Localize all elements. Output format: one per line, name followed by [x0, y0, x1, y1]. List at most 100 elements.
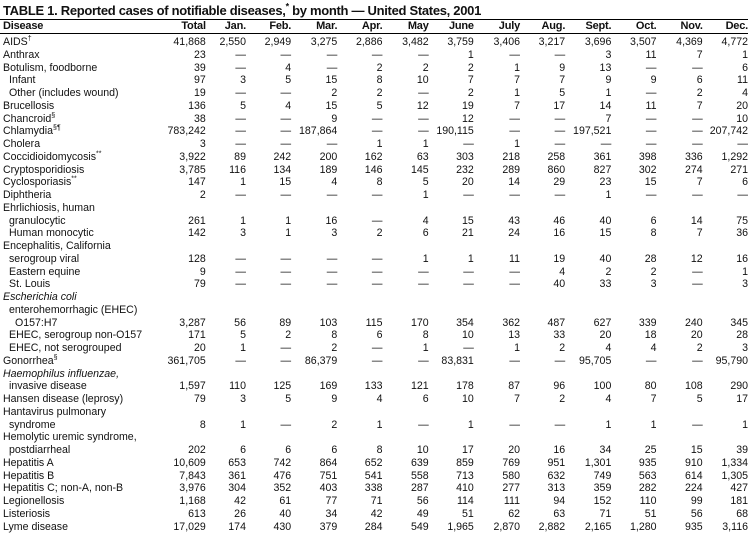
month-cell: 5	[376, 99, 383, 112]
title-footnote-marker: *	[285, 1, 290, 12]
month-cell: —	[235, 265, 246, 278]
disease-label: Hepatitis B	[3, 469, 55, 482]
month-cell: 39	[736, 444, 748, 456]
table-row: invasive disease 1,597 110 125 169 133 121 178 8…	[0, 380, 748, 393]
diseases-by-month-table: Disease Total Jan. Feb. Mar. Apr. May June July A…	[0, 19, 748, 533]
month-cell	[429, 304, 474, 317]
disease-label: Anthrax	[3, 48, 40, 61]
month-cell	[474, 406, 520, 419]
month-cell: 4	[285, 99, 292, 112]
month-cell: 96	[553, 380, 566, 393]
month-cell: 271	[730, 163, 748, 176]
month-cell: —	[509, 418, 520, 431]
month-cell	[291, 431, 337, 444]
month-cell: —	[280, 112, 292, 125]
month-cell	[382, 368, 428, 381]
disease-name: Human monocytic	[0, 227, 158, 240]
month-cell: 190,115	[436, 125, 474, 138]
month-cell: 827	[593, 163, 612, 176]
month-cell: 1	[240, 176, 246, 189]
month-cell	[429, 431, 474, 444]
table-row: Human monocytic 142 3 1 3 2 6 21 24 16 15 8 7 36	[0, 227, 748, 240]
total-cell: 1,597	[179, 380, 206, 393]
total-cell	[158, 202, 206, 215]
month-cell: —	[509, 112, 520, 125]
month-cell: 403	[319, 482, 338, 495]
month-cell: 7	[514, 74, 520, 87]
disease-label: Botulism, foodborne	[3, 61, 98, 74]
total-cell: 361,705	[167, 354, 206, 367]
month-cell: 287	[410, 482, 429, 495]
disease-label: Hantavirus pulmonary	[3, 405, 107, 418]
month-cell: —	[692, 354, 703, 367]
month-cell	[429, 240, 474, 253]
month-cell: —	[418, 418, 429, 431]
month-cell: 339	[638, 316, 657, 329]
month-cell: —	[463, 278, 474, 291]
disease-name: Cyclosporiasis**	[0, 176, 158, 189]
month-cell: 1,280	[630, 520, 657, 533]
month-cell: 94	[553, 495, 566, 507]
month-cell: 1	[422, 252, 429, 265]
month-cell: —	[235, 138, 246, 150]
month-cell: —	[418, 125, 429, 138]
month-cell: 16	[553, 227, 566, 240]
disease-label: O157:H7	[15, 316, 58, 329]
month-cell: —	[326, 48, 338, 61]
month-cell: 4,369	[676, 36, 703, 48]
total-cell: 136	[188, 99, 206, 112]
disease-name: Hepatitis B	[0, 470, 158, 483]
month-cell: 345	[730, 316, 748, 329]
month-cell: 4	[422, 214, 429, 227]
month-cell: 114	[456, 495, 474, 507]
month-cell: 1	[514, 61, 520, 74]
table-row: Chancroid§ 38 — — 9 — — 12 — — 7 — — 10	[0, 111, 748, 126]
month-cell	[291, 368, 337, 381]
month-cell: —	[371, 125, 383, 138]
month-cell: —	[371, 48, 383, 61]
month-cell: —	[463, 265, 474, 278]
month-cell: 16	[736, 252, 748, 265]
total-cell: 783,242	[167, 125, 206, 138]
month-cell: 42	[370, 507, 383, 520]
table-row: Listeriosis 613 26 40 34 42 49 51 62 63 71 51 56 68	[0, 508, 748, 521]
total-cell: 39	[194, 61, 206, 74]
footnote-marker: §	[51, 111, 56, 119]
month-cell: 8	[422, 329, 429, 342]
disease-label: Listeriosis	[3, 507, 51, 520]
table-row: Ehrlichiosis, human	[0, 202, 748, 215]
month-cell	[657, 368, 703, 381]
month-cell: —	[645, 112, 657, 125]
total-cell: 1,168	[179, 495, 206, 507]
month-cell	[291, 304, 337, 317]
month-cell: 860	[547, 163, 566, 176]
total-cell: 202	[188, 444, 206, 456]
month-cell: —	[418, 112, 429, 125]
month-cell: 13	[599, 61, 612, 74]
month-cell	[474, 240, 520, 253]
month-cell: 1	[742, 48, 748, 61]
month-cell: —	[235, 61, 246, 74]
month-cell	[611, 240, 656, 253]
month-cell	[657, 291, 703, 304]
disease-name: Haemophilus influenzae,	[0, 368, 158, 381]
month-cell	[565, 202, 611, 215]
title-suffix: by month — United States, 2001	[288, 3, 482, 18]
month-cell: 3	[605, 48, 612, 61]
month-cell: —	[692, 418, 703, 431]
month-cell	[520, 291, 565, 304]
month-cell: 240	[685, 316, 703, 329]
month-cell: —	[326, 138, 338, 150]
month-cell: —	[509, 354, 520, 367]
month-cell: —	[692, 189, 703, 201]
month-cell: —	[645, 138, 657, 150]
month-cell: 6	[742, 176, 748, 189]
month-cell: 170	[410, 316, 429, 329]
month-cell: 56	[234, 316, 246, 329]
month-cell: —	[692, 278, 703, 291]
disease-label: Legionellosis	[3, 495, 65, 507]
month-cell: 1	[514, 138, 520, 150]
month-cell: 34	[599, 444, 612, 456]
month-cell	[703, 431, 748, 444]
month-cell: 5	[559, 87, 566, 99]
